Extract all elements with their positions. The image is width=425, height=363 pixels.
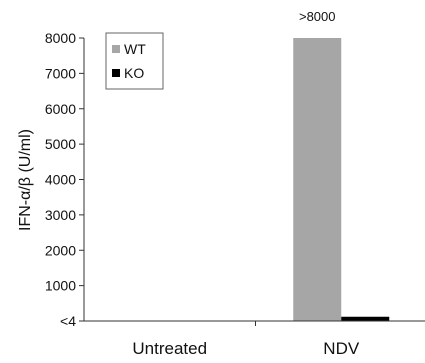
legend-label: KO [124,65,144,81]
y-tick-label: 2000 [45,242,76,258]
y-tick-label: 3000 [45,207,76,223]
bar-wt-ndv [293,38,342,321]
y-axis-label: IFN-α/β (U/ml) [17,129,34,231]
y-tick-label: 1000 [45,278,76,294]
legend-swatch-ko [112,69,120,77]
y-axis-ticks: <4 1000 2000 3000 4000 5000 6000 7000 8000 [45,30,84,329]
bars [293,38,390,321]
y-tick-label: 6000 [45,101,76,117]
legend-swatch-wt [112,45,120,53]
x-category-label: NDV [323,339,360,358]
bar-ko-ndv [341,316,390,321]
y-tick-label: <4 [60,313,76,329]
x-category-label: Untreated [132,339,207,358]
y-tick-label: 5000 [45,136,76,152]
data-label: >8000 [299,9,336,24]
y-tick-label: 4000 [45,172,76,188]
y-tick-label: 7000 [45,65,76,81]
x-axis-categories: Untreated NDV [132,321,360,358]
data-labels: >8000 [299,9,336,24]
y-tick-label: 8000 [45,30,76,46]
legend-box [105,32,164,90]
legend: WT KO [105,32,164,90]
legend-label: WT [124,41,146,57]
